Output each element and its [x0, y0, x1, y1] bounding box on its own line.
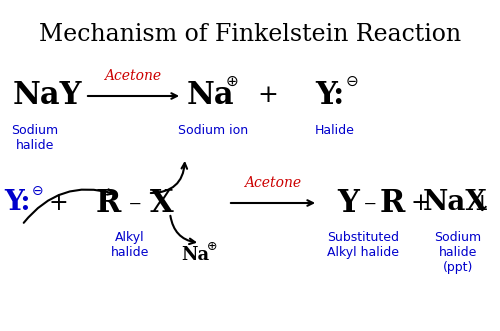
- Text: Alkyl
halide: Alkyl halide: [111, 231, 149, 259]
- Text: R: R: [380, 187, 404, 218]
- Text: $\downarrow$: $\downarrow$: [468, 194, 488, 216]
- Text: R: R: [96, 187, 120, 218]
- Text: Sodium
halide: Sodium halide: [12, 124, 58, 152]
- Text: +: +: [48, 192, 68, 214]
- Text: $\oplus$: $\oplus$: [226, 75, 238, 89]
- Text: Acetone: Acetone: [104, 69, 162, 83]
- Text: Y:: Y:: [316, 80, 344, 112]
- Text: $\oplus$: $\oplus$: [206, 241, 218, 254]
- Text: Na: Na: [181, 246, 209, 264]
- Text: –: –: [129, 192, 141, 214]
- Text: Sodium
halide
(ppt): Sodium halide (ppt): [434, 231, 482, 274]
- Text: +: +: [258, 84, 278, 108]
- Text: Sodium ion: Sodium ion: [178, 124, 248, 137]
- Text: +: +: [410, 192, 430, 214]
- Text: Substituted
Alkyl halide: Substituted Alkyl halide: [327, 231, 399, 259]
- Text: NaX: NaX: [422, 190, 488, 216]
- Text: NaY: NaY: [12, 80, 82, 112]
- Text: –: –: [364, 192, 376, 214]
- Text: X: X: [150, 187, 174, 218]
- Text: Halide: Halide: [315, 124, 355, 137]
- Text: $\ominus$: $\ominus$: [346, 75, 358, 89]
- Text: Mechanism of Finkelstein Reaction: Mechanism of Finkelstein Reaction: [39, 23, 461, 46]
- Text: Y:: Y:: [5, 190, 31, 216]
- Text: Acetone: Acetone: [244, 176, 302, 190]
- Text: Y: Y: [337, 187, 359, 218]
- Text: $\ominus$: $\ominus$: [31, 184, 43, 198]
- Text: Na: Na: [186, 80, 234, 112]
